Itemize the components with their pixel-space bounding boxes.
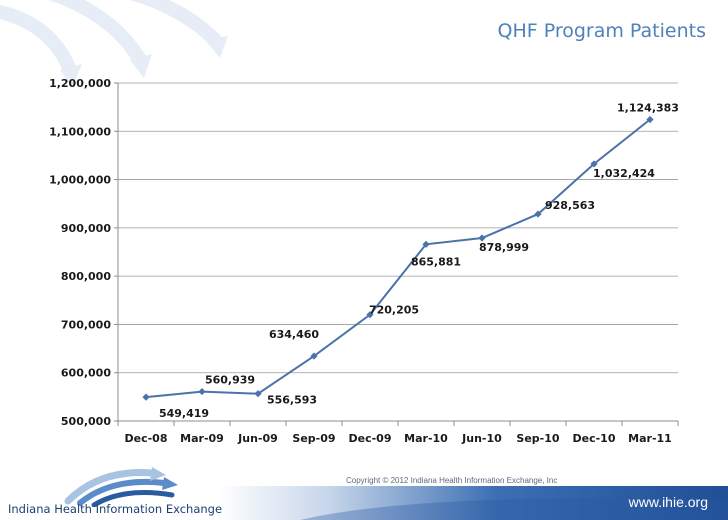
x-tick-label: Mar-10	[404, 432, 448, 445]
line-chart: 500,000 600,000 700,000 800,000 900,000 1,000…	[49, 77, 679, 445]
x-tick-label: Sep-09	[292, 432, 335, 445]
data-point-marker	[534, 210, 542, 218]
x-tick-label: Mar-11	[628, 432, 672, 445]
chart-title: QHF Program Patients	[497, 20, 706, 42]
data-label: 1,032,424	[593, 167, 655, 180]
data-label: 1,124,383	[617, 102, 679, 115]
y-tick-label: 500,000	[61, 415, 111, 428]
data-point-marker	[590, 160, 598, 168]
y-tick-label: 700,000	[61, 318, 111, 331]
data-label: 556,593	[267, 394, 317, 407]
logo-text: Indiana Health Information Exchange	[8, 502, 223, 516]
data-label: 928,563	[545, 199, 595, 212]
data-label: 865,881	[411, 255, 461, 268]
series-line	[145, 118, 651, 399]
data-label: 549,419	[159, 407, 209, 420]
copyright-notice: Copyright © 2012 Indiana Health Informat…	[346, 476, 558, 485]
x-tick-label: Dec-09	[349, 432, 392, 445]
data-point-marker	[254, 390, 262, 398]
data-point-marker	[310, 352, 318, 360]
data-labels: 549,419 560,939 556,593 634,460 720,205 865,8…	[159, 102, 679, 421]
data-point-marker	[366, 311, 374, 319]
data-point-marker	[646, 115, 654, 124]
footer-wave-graphic	[300, 498, 728, 520]
data-label: 634,460	[269, 328, 319, 341]
x-tick-label: Dec-08	[125, 432, 168, 445]
y-tick-label: 900,000	[61, 222, 111, 235]
data-point-marker	[198, 387, 206, 396]
data-label: 878,999	[479, 241, 529, 254]
x-tick-label: Sep-10	[516, 432, 559, 445]
y-tick-label: 600,000	[61, 367, 111, 380]
website-link[interactable]: www.ihie.org	[628, 494, 708, 510]
data-label: 720,205	[369, 304, 419, 317]
ihie-logo-mark-icon	[64, 467, 178, 507]
data-label: 560,939	[205, 374, 255, 387]
y-tick-label: 800,000	[61, 270, 111, 283]
x-tick-label: Jun-10	[461, 432, 502, 445]
data-point-marker	[142, 393, 150, 401]
series-line	[145, 118, 651, 399]
footer-bar: www.ihie.org	[0, 486, 728, 520]
y-tick-label: 1,100,000	[49, 125, 111, 138]
x-tick-label: Dec-10	[573, 432, 616, 445]
x-tick-label: Mar-09	[180, 432, 224, 445]
gridlines	[118, 82, 678, 374]
y-tick-label: 1,000,000	[49, 174, 111, 187]
y-tick-label: 1,200,000	[49, 77, 111, 90]
data-points	[142, 115, 654, 401]
data-point-marker	[422, 240, 430, 248]
ihie-logo: Indiana Health Information Exchange	[4, 463, 234, 520]
data-point-marker	[478, 234, 486, 242]
axes: 500,000 600,000 700,000 800,000 900,000 1,000…	[49, 77, 679, 445]
background-arrows-graphic	[0, 0, 228, 88]
x-tick-label: Jun-09	[237, 432, 278, 445]
